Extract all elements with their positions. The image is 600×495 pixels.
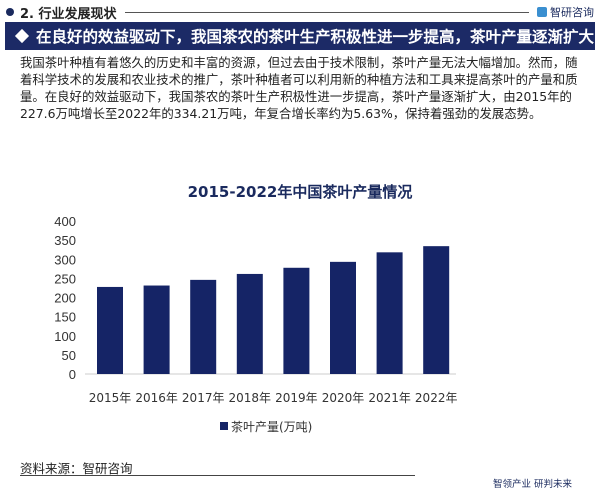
bar <box>143 285 170 374</box>
y-tick-label: 200 <box>54 291 76 306</box>
x-tick-label: 2017年 <box>182 391 225 405</box>
section-title: 2. 行业发展现状 <box>20 6 117 22</box>
x-tick-label: 2016年 <box>135 391 178 405</box>
headline: 在良好的效益驱动下，我国茶农的茶叶生产积极性进一步提高，茶叶产量逐渐扩大 <box>36 28 595 46</box>
y-tick-label: 50 <box>62 348 76 363</box>
body-paragraph: 我国茶叶种植有着悠久的历史和丰富的资源，但过去由于技术限制，茶叶产量无法大幅增加… <box>20 55 578 121</box>
bar <box>376 252 403 374</box>
slogan: 智领产业 研判未来 <box>493 479 573 490</box>
y-tick-label: 350 <box>54 233 76 248</box>
x-tick-label: 2021年 <box>368 391 411 405</box>
legend-swatch <box>220 422 228 430</box>
x-tick-label: 2019年 <box>275 391 318 405</box>
brand-logo: 智研咨询 <box>537 4 594 20</box>
section-header: 2. 行业发展现状 智研咨询 <box>6 3 594 22</box>
y-tick-label: 400 <box>54 214 76 229</box>
x-tick-label: 2015年 <box>89 391 132 405</box>
y-tick-label: 300 <box>54 252 76 267</box>
y-tick-label: 150 <box>54 310 76 325</box>
footer-divider <box>20 475 415 476</box>
x-tick-label: 2020年 <box>322 391 365 405</box>
brand-name: 智研咨询 <box>550 6 594 19</box>
logo-icon <box>537 7 547 17</box>
bar <box>283 267 310 374</box>
source-note: 资料来源：智研咨询 <box>20 461 133 476</box>
headline-banner: 在良好的效益驱动下，我国茶农的茶叶生产积极性进一步提高，茶叶产量逐渐扩大 <box>5 22 595 50</box>
x-tick-label: 2018年 <box>229 391 272 405</box>
y-tick-label: 0 <box>69 367 76 382</box>
bar <box>190 279 217 374</box>
y-tick-label: 250 <box>54 271 76 286</box>
chart-title: 2015-2022年中国茶叶产量情况 <box>187 183 413 201</box>
y-tick-label: 100 <box>54 329 76 344</box>
divider <box>124 11 529 13</box>
bullet-icon <box>6 8 14 16</box>
bar <box>236 273 263 374</box>
x-tick-label: 2022年 <box>415 391 458 405</box>
bar <box>97 286 123 374</box>
bar <box>423 246 450 374</box>
legend-label: 茶叶产量(万吨) <box>231 419 312 434</box>
bar <box>330 261 356 374</box>
